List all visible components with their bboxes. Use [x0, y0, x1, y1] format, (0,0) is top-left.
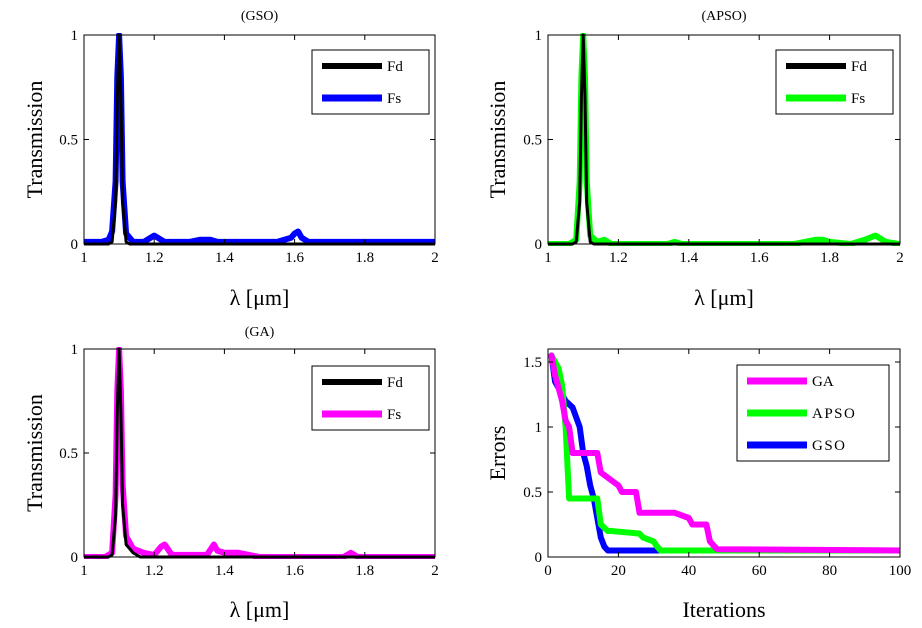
- x-tick-label: 20: [611, 563, 626, 579]
- y-tick-label: 0.5: [59, 133, 78, 149]
- legend: Fd Fs: [775, 49, 894, 115]
- x-tick-label: 1.6: [285, 250, 304, 266]
- x-tick-label: 2: [896, 250, 904, 266]
- axes-frame: [547, 348, 901, 558]
- x-tick-label: 1: [544, 250, 552, 266]
- legend-label: Fs: [387, 407, 401, 423]
- x-tick-label: 60: [752, 563, 767, 579]
- chart-panel-2: 1 1.2 1.4 1.6 1.8 2 0 0.5 1 (APSO) λ [μm] Transmiss…: [485, 9, 904, 310]
- legend-label: Fd: [387, 59, 403, 75]
- x-tick-label: 2: [431, 250, 439, 266]
- chart-title: (GSO): [241, 9, 279, 24]
- x-tick-label: 40: [681, 563, 696, 579]
- y-tick-label: 1: [535, 420, 543, 436]
- legend-box: [311, 365, 430, 431]
- x-axis-label: Iterations: [682, 597, 765, 622]
- y-tick-label: 0.5: [523, 133, 542, 149]
- y-tick-label: 0: [71, 550, 79, 566]
- x-axis-label: λ [μm]: [230, 285, 290, 310]
- legend-label: APSO: [812, 406, 856, 422]
- y-axis-label: Transmission: [22, 81, 47, 199]
- legend-label: Fs: [387, 91, 401, 107]
- y-tick-label: 1: [71, 28, 79, 44]
- y-tick-label: 1: [71, 342, 79, 358]
- chart-title: (GA): [245, 325, 275, 340]
- legend: Fd Fs: [311, 49, 430, 115]
- x-tick-label: 1.8: [355, 563, 374, 579]
- legend-label: Fd: [387, 375, 403, 391]
- legend-label: Fd: [851, 59, 867, 75]
- x-tick-label: 1.4: [215, 563, 234, 579]
- x-tick-label: 1.4: [215, 250, 234, 266]
- series-line-ga: [548, 352, 900, 554]
- y-tick-label: 0: [535, 550, 543, 566]
- legend-label: GSO: [812, 438, 847, 454]
- legend-label: Fs: [851, 91, 865, 107]
- x-tick-label: 1: [80, 563, 88, 579]
- y-axis-label: Transmission: [22, 394, 47, 512]
- y-tick-label: 0.5: [523, 485, 542, 501]
- x-tick-label: 1.6: [750, 250, 769, 266]
- x-tick-label: 1.2: [609, 250, 628, 266]
- x-tick-label: 1.8: [355, 250, 374, 266]
- legend: Fd Fs: [311, 365, 430, 431]
- y-tick-label: 0: [71, 237, 79, 253]
- x-tick-label: 0: [544, 563, 552, 579]
- chart-panel-1: 1 1.2 1.4 1.6 1.8 2 0 0.5 1 (GSO) λ [μm] Transmissi…: [22, 9, 439, 310]
- chart-panel-3: 1 1.2 1.4 1.6 1.8 2 0 0.5 1 (GA) λ [μm] Transmissio…: [22, 325, 439, 622]
- x-tick-label: 100: [889, 563, 912, 579]
- x-tick-label: 1.6: [285, 563, 304, 579]
- legend-label: GA: [812, 374, 834, 390]
- x-axis-label: λ [μm]: [230, 597, 290, 622]
- y-tick-label: 0.5: [59, 446, 78, 462]
- y-axis-label: Errors: [485, 426, 510, 481]
- y-axis-label: Transmission: [485, 81, 510, 199]
- x-tick-label: 1.8: [820, 250, 839, 266]
- x-axis-label: λ [μm]: [694, 285, 754, 310]
- x-tick-label: 1.4: [679, 250, 698, 266]
- x-tick-label: 1: [80, 250, 88, 266]
- x-tick-label: 2: [431, 563, 439, 579]
- series-line-fd: [84, 347, 435, 559]
- x-tick-label: 80: [822, 563, 837, 579]
- chart-panel-4: 0 20 40 60 80 100 0 0.5 1 1.5 Iterations Errors GA AP…: [485, 348, 912, 622]
- legend: GA APSO GSO: [736, 364, 890, 462]
- legend-box: [775, 49, 894, 115]
- y-tick-label: 1.5: [523, 355, 542, 371]
- y-tick-label: 0: [535, 237, 543, 253]
- legend-box: [311, 49, 430, 115]
- y-tick-label: 1: [535, 28, 543, 44]
- x-tick-label: 1.2: [145, 563, 164, 579]
- x-tick-label: 1.2: [145, 250, 164, 266]
- series-line-apso: [548, 352, 900, 554]
- chart-title: (APSO): [701, 9, 746, 24]
